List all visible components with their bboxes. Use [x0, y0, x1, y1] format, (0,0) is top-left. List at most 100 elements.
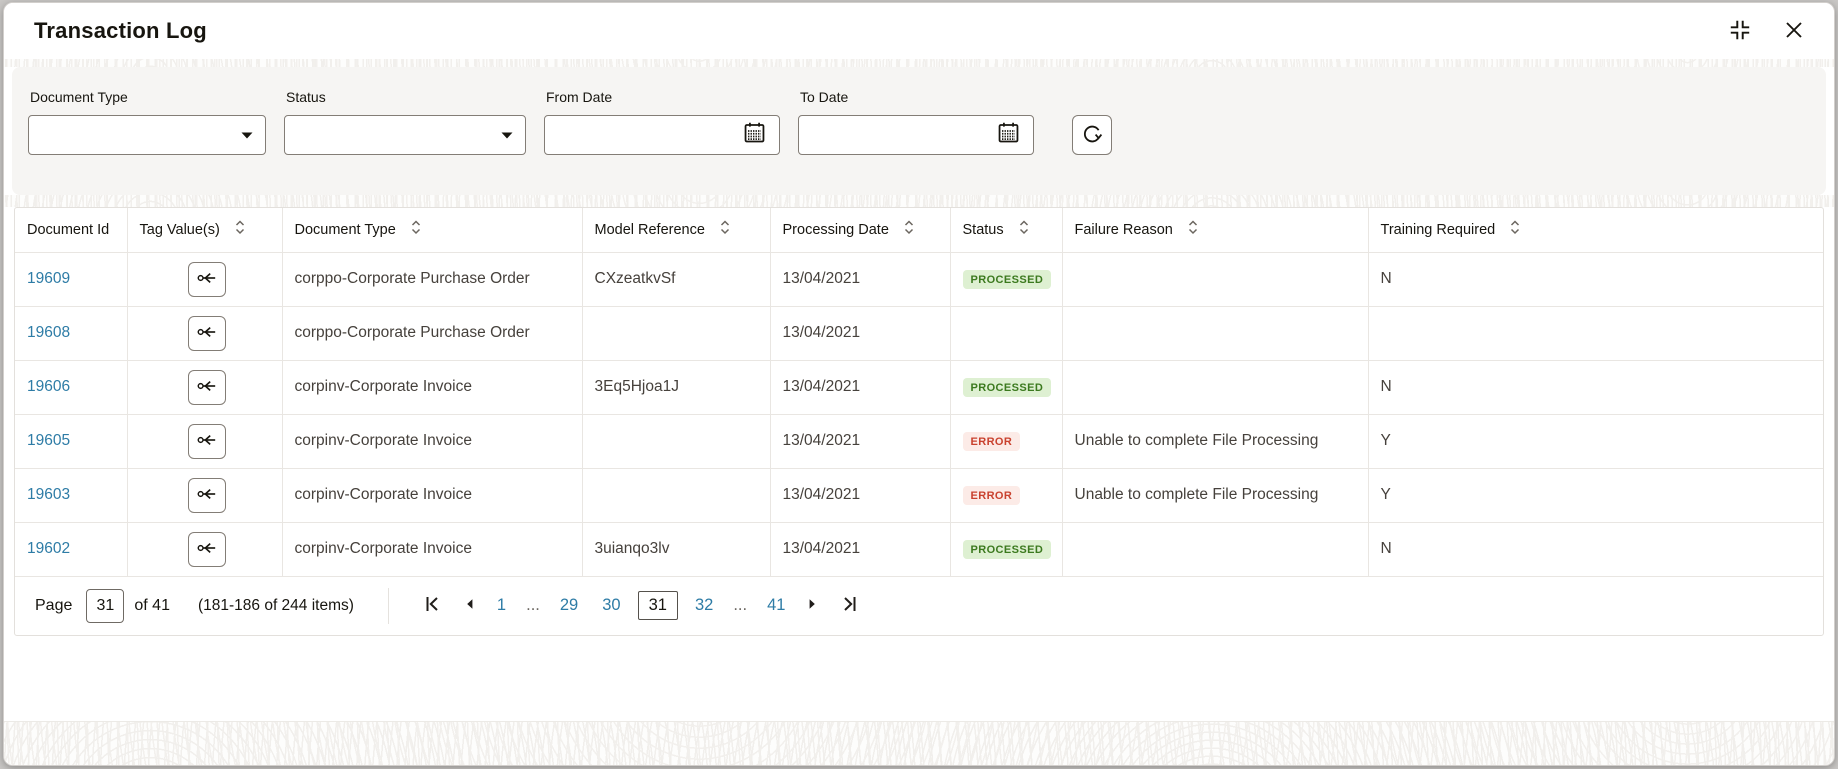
document-id-link[interactable]: 19608 [27, 324, 71, 341]
page-title: Transaction Log [34, 18, 207, 43]
exit-fullscreen-button[interactable] [1726, 17, 1754, 45]
sort-icon[interactable] [1187, 220, 1199, 239]
sort-icon[interactable] [1018, 220, 1030, 239]
page-link[interactable]: 30 [602, 596, 621, 614]
page-link: ... [526, 596, 540, 614]
col-header-status[interactable]: Status [950, 208, 1063, 253]
first-page-icon [422, 594, 442, 617]
items-summary: (181-186 of 244 items) [197, 596, 354, 614]
col-header-processing-date[interactable]: Processing Date [770, 208, 951, 253]
tag-values-button[interactable] [187, 261, 226, 297]
page-number-input[interactable] [86, 588, 125, 623]
status-badge: PROCESSED [962, 269, 1052, 289]
table-row: 19602 corpinv-Corporate Invoice 3uianqo3… [15, 522, 1823, 577]
pagination-bar: Page of 41 (181-186 of 244 items) 1 ... … [15, 577, 1823, 635]
prev-page-icon [462, 596, 478, 615]
document-type-label: Document Type [30, 89, 128, 105]
to-date-field: To Date [798, 89, 1034, 155]
first-page-button[interactable] [417, 591, 447, 621]
table-header-row: Document Id Tag Value(s) Document Type M… [15, 208, 1823, 253]
cell-training-required: N [1368, 522, 1823, 577]
to-date-input[interactable] [798, 115, 1034, 155]
sort-icon[interactable] [1509, 220, 1521, 239]
cell-document-type: corppo-Corporate Purchase Order [282, 252, 583, 307]
tag-values-icon [197, 487, 217, 504]
cell-failure-reason [1062, 252, 1369, 307]
content-spacer [4, 635, 1834, 721]
document-id-link[interactable]: 19602 [27, 540, 71, 557]
status-badge: PROCESSED [962, 377, 1052, 397]
document-id-link[interactable]: 19605 [27, 432, 71, 449]
transaction-table-card: Document Id Tag Value(s) Document Type M… [14, 207, 1824, 636]
status-badge: ERROR [962, 485, 1021, 505]
next-page-icon [804, 596, 820, 615]
cell-processing-date: 13/04/2021 [770, 252, 951, 307]
tag-values-icon [197, 271, 217, 288]
to-date-label: To Date [800, 89, 849, 105]
cell-training-required: Y [1368, 468, 1823, 523]
document-type-select[interactable] [28, 115, 266, 155]
cell-processing-date: 13/04/2021 [770, 306, 951, 361]
table-row: 19609 corppo-Corporate Purchase Order CX… [15, 252, 1823, 307]
close-button[interactable] [1780, 17, 1808, 45]
status-badge: PROCESSED [962, 539, 1052, 559]
table-row: 19608 corppo-Corporate Purchase Order 13… [15, 306, 1823, 361]
sort-icon[interactable] [410, 220, 422, 239]
page-link[interactable]: 32 [694, 596, 714, 614]
cell-training-required: Y [1368, 414, 1823, 469]
chevron-down-icon [501, 126, 513, 144]
page-link[interactable]: 1 [496, 596, 507, 614]
calendar-icon[interactable] [996, 120, 1021, 150]
cell-processing-date: 13/04/2021 [770, 468, 951, 523]
cell-training-required: N [1368, 360, 1823, 415]
col-header-training-required[interactable]: Training Required [1368, 208, 1823, 253]
sort-icon[interactable] [719, 220, 731, 239]
tag-values-button[interactable] [187, 477, 226, 513]
tag-values-button[interactable] [187, 531, 226, 567]
tag-values-icon [197, 379, 217, 396]
cell-processing-date: 13/04/2021 [770, 414, 951, 469]
page-link[interactable]: 41 [767, 596, 786, 614]
col-header-failure-reason[interactable]: Failure Reason [1062, 208, 1369, 253]
sort-icon[interactable] [903, 220, 915, 239]
cell-processing-date: 13/04/2021 [770, 360, 951, 415]
cell-model-reference: 3uianqo3lv [582, 522, 771, 577]
cell-failure-reason: Unable to complete File Processing [1062, 468, 1369, 523]
status-select[interactable] [284, 115, 526, 155]
table-row: 19603 corpinv-Corporate Invoice 13/04/20… [15, 468, 1823, 523]
document-id-link[interactable]: 19603 [27, 486, 71, 503]
filter-panel: Document Type Status From Da [12, 67, 1826, 195]
tag-values-icon [197, 325, 217, 342]
calendar-icon[interactable] [742, 120, 767, 150]
prev-page-button[interactable] [455, 591, 485, 621]
document-id-link[interactable]: 19609 [27, 270, 71, 287]
cell-model-reference: CXzeatkvSf [582, 252, 771, 307]
transaction-log-window: Transaction Log Document Type [3, 2, 1835, 766]
page-link[interactable]: 29 [559, 596, 579, 614]
cell-document-type: corpinv-Corporate Invoice [282, 522, 583, 577]
table-row: 19605 corpinv-Corporate Invoice 13/04/20… [15, 414, 1823, 469]
status-badge: ERROR [962, 431, 1021, 451]
from-date-label: From Date [546, 89, 613, 105]
status-field: Status [284, 89, 526, 155]
cell-document-type: corppo-Corporate Purchase Order [282, 306, 583, 361]
exit-fullscreen-icon [1727, 17, 1753, 46]
tag-values-button[interactable] [187, 315, 226, 351]
page-label: Page [35, 596, 73, 614]
col-header-document-type[interactable]: Document Type [282, 208, 583, 253]
document-id-link[interactable]: 19606 [27, 378, 71, 395]
cell-failure-reason: Unable to complete File Processing [1062, 414, 1369, 469]
next-page-button[interactable] [797, 591, 827, 621]
last-page-button[interactable] [835, 591, 865, 621]
cell-document-type: corpinv-Corporate Invoice [282, 414, 583, 469]
col-header-model-reference[interactable]: Model Reference [582, 208, 771, 253]
sort-icon[interactable] [234, 220, 246, 239]
col-header-tag-values[interactable]: Tag Value(s) [127, 208, 283, 253]
tag-values-button[interactable] [187, 423, 226, 459]
cell-training-required [1368, 306, 1823, 361]
tag-values-button[interactable] [187, 369, 226, 405]
from-date-input[interactable] [544, 115, 780, 155]
cell-model-reference [582, 468, 771, 523]
titlebar-actions [1726, 17, 1808, 45]
refresh-button[interactable] [1072, 115, 1112, 155]
